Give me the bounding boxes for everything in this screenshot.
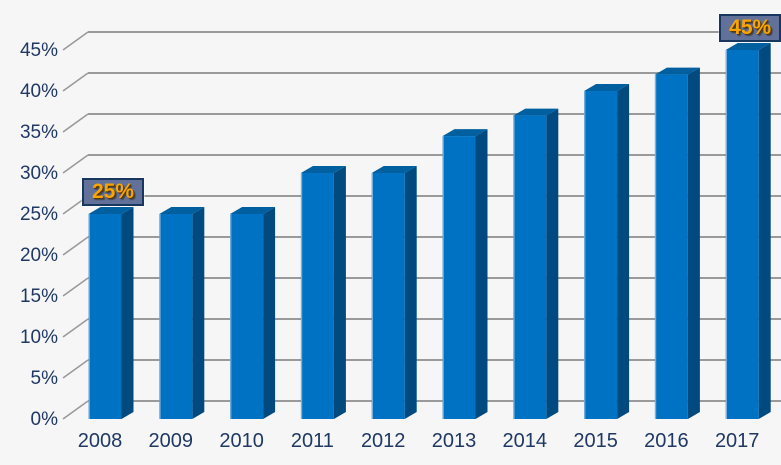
bar-side-face [617, 84, 630, 419]
bar-top-face [442, 129, 488, 137]
y-axis-tick-label: 5% [30, 367, 58, 389]
bar-side-face [192, 207, 205, 419]
y-axis-tick-label: 40% [19, 80, 58, 102]
x-axis-tick-label: 2013 [431, 430, 477, 452]
bar-side-face [263, 207, 276, 419]
bar-side-face [121, 207, 134, 419]
y-axis-tick-label: 0% [30, 408, 58, 430]
bar-2014 [513, 115, 547, 419]
bar-top-face [513, 108, 559, 116]
bar-top-face [654, 67, 700, 75]
gridline-connector [62, 154, 89, 174]
x-axis-tick-label: 2011 [290, 430, 334, 452]
bar-top-face [300, 166, 346, 173]
y-axis-tick-label: 45% [19, 39, 58, 61]
y-axis-tick-label: 25% [19, 203, 58, 225]
data-label-callout-2017: 45% [719, 14, 781, 42]
gridline-connector [62, 277, 89, 297]
x-axis-tick-label: 2017 [714, 430, 760, 452]
y-axis-tick-label: 10% [19, 326, 58, 348]
bar-side-face [404, 166, 417, 419]
bar-top-face [725, 43, 771, 50]
gridline-connector [62, 72, 89, 92]
y-axis-tick-label: 30% [19, 162, 58, 184]
x-axis-tick-label: 2016 [644, 430, 689, 452]
x-axis-tick-label: 2010 [219, 430, 264, 452]
gridline-connector [62, 318, 89, 338]
y-axis-tick-label: 20% [19, 244, 58, 266]
x-axis-tick-label: 2008 [77, 430, 123, 452]
gridline-connector [62, 31, 89, 51]
bar-top-face [159, 207, 205, 214]
gridline-connector [62, 236, 89, 256]
bar-top-face [230, 207, 276, 214]
bar-side-face [687, 67, 700, 419]
bar-2011 [300, 173, 334, 419]
x-axis-tick-label: 2014 [502, 430, 548, 452]
gridline-connector [62, 400, 89, 420]
bar-top-face [371, 166, 417, 173]
y-axis-tick-label: 35% [19, 121, 58, 143]
gridline-connector [62, 359, 89, 379]
bar-2010 [230, 214, 264, 419]
bar-side-face [546, 108, 559, 419]
x-axis-tick-label: 2015 [573, 430, 618, 452]
bar-top-face [88, 207, 134, 214]
y-axis-tick-label: 15% [19, 285, 58, 307]
x-axis-tick-label: 2012 [360, 430, 406, 452]
bar-2008 [88, 214, 122, 419]
gridline-connector [62, 113, 89, 133]
bar-side-face [758, 43, 771, 419]
bar-2013 [442, 136, 476, 419]
bar-2012 [371, 173, 405, 419]
bar-2016 [654, 74, 688, 419]
bar-top-face [584, 84, 630, 91]
bar-2017 [725, 50, 759, 419]
bar-side-face [475, 129, 488, 419]
data-label-callout-2008: 25% [82, 178, 144, 206]
bar-2009 [159, 214, 193, 419]
x-axis-tick-label: 2009 [148, 430, 194, 452]
bar-2015 [584, 91, 618, 419]
bar-side-face [333, 166, 346, 419]
